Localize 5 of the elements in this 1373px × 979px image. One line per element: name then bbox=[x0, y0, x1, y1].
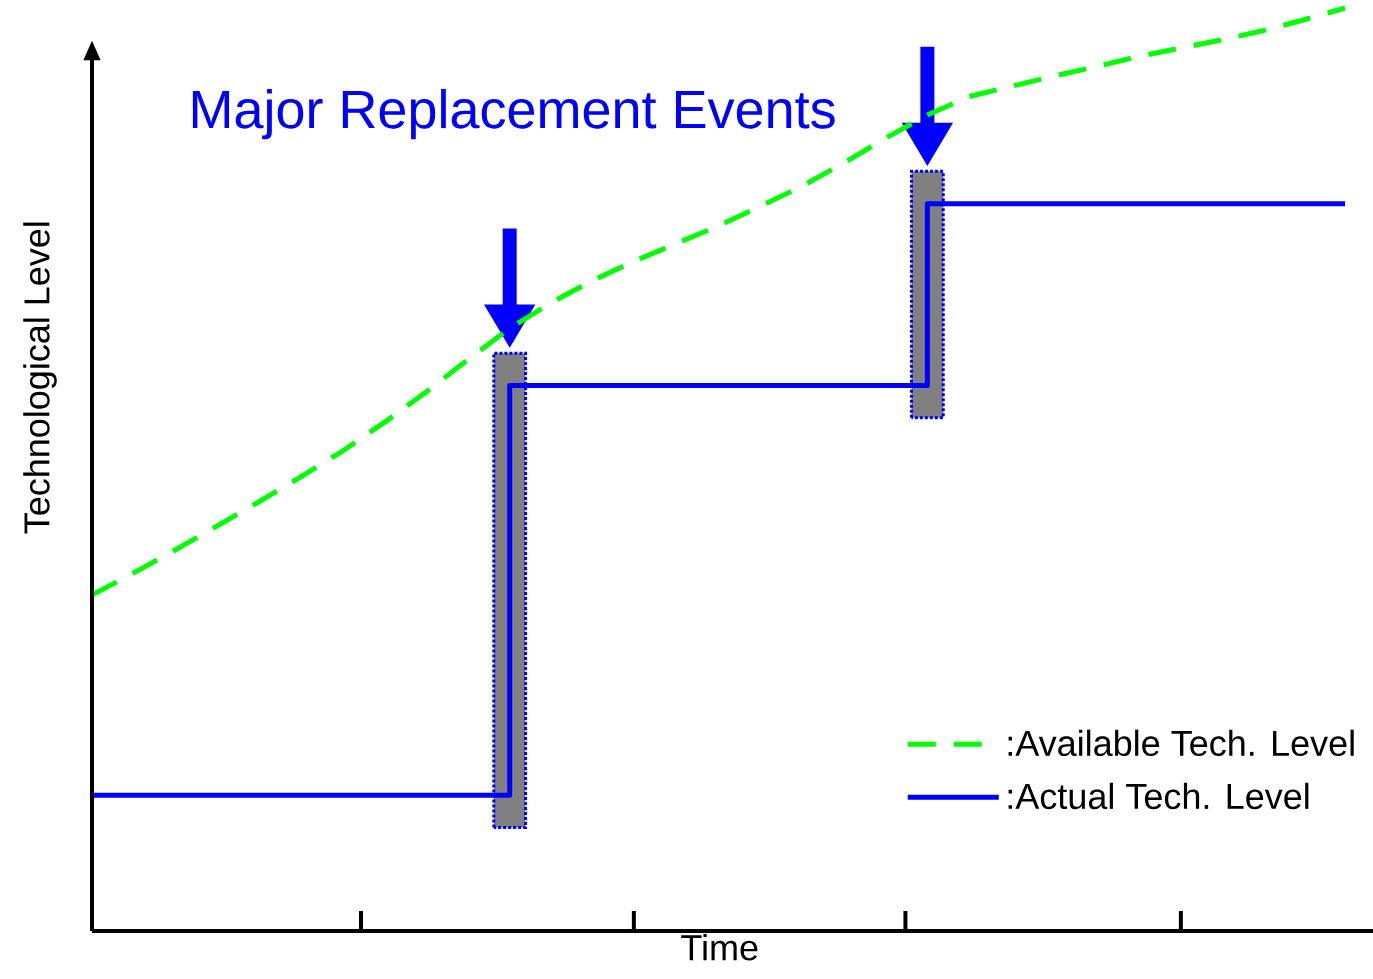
legend-label: :Actual Tech. Level bbox=[1008, 782, 1309, 810]
legend-label: :Available Tech. Level bbox=[1008, 729, 1354, 757]
x-axis-title: Time bbox=[681, 934, 758, 961]
annotation: Major Replacement Events bbox=[192, 88, 835, 140]
y-axis-title: Technological Level bbox=[23, 222, 57, 534]
